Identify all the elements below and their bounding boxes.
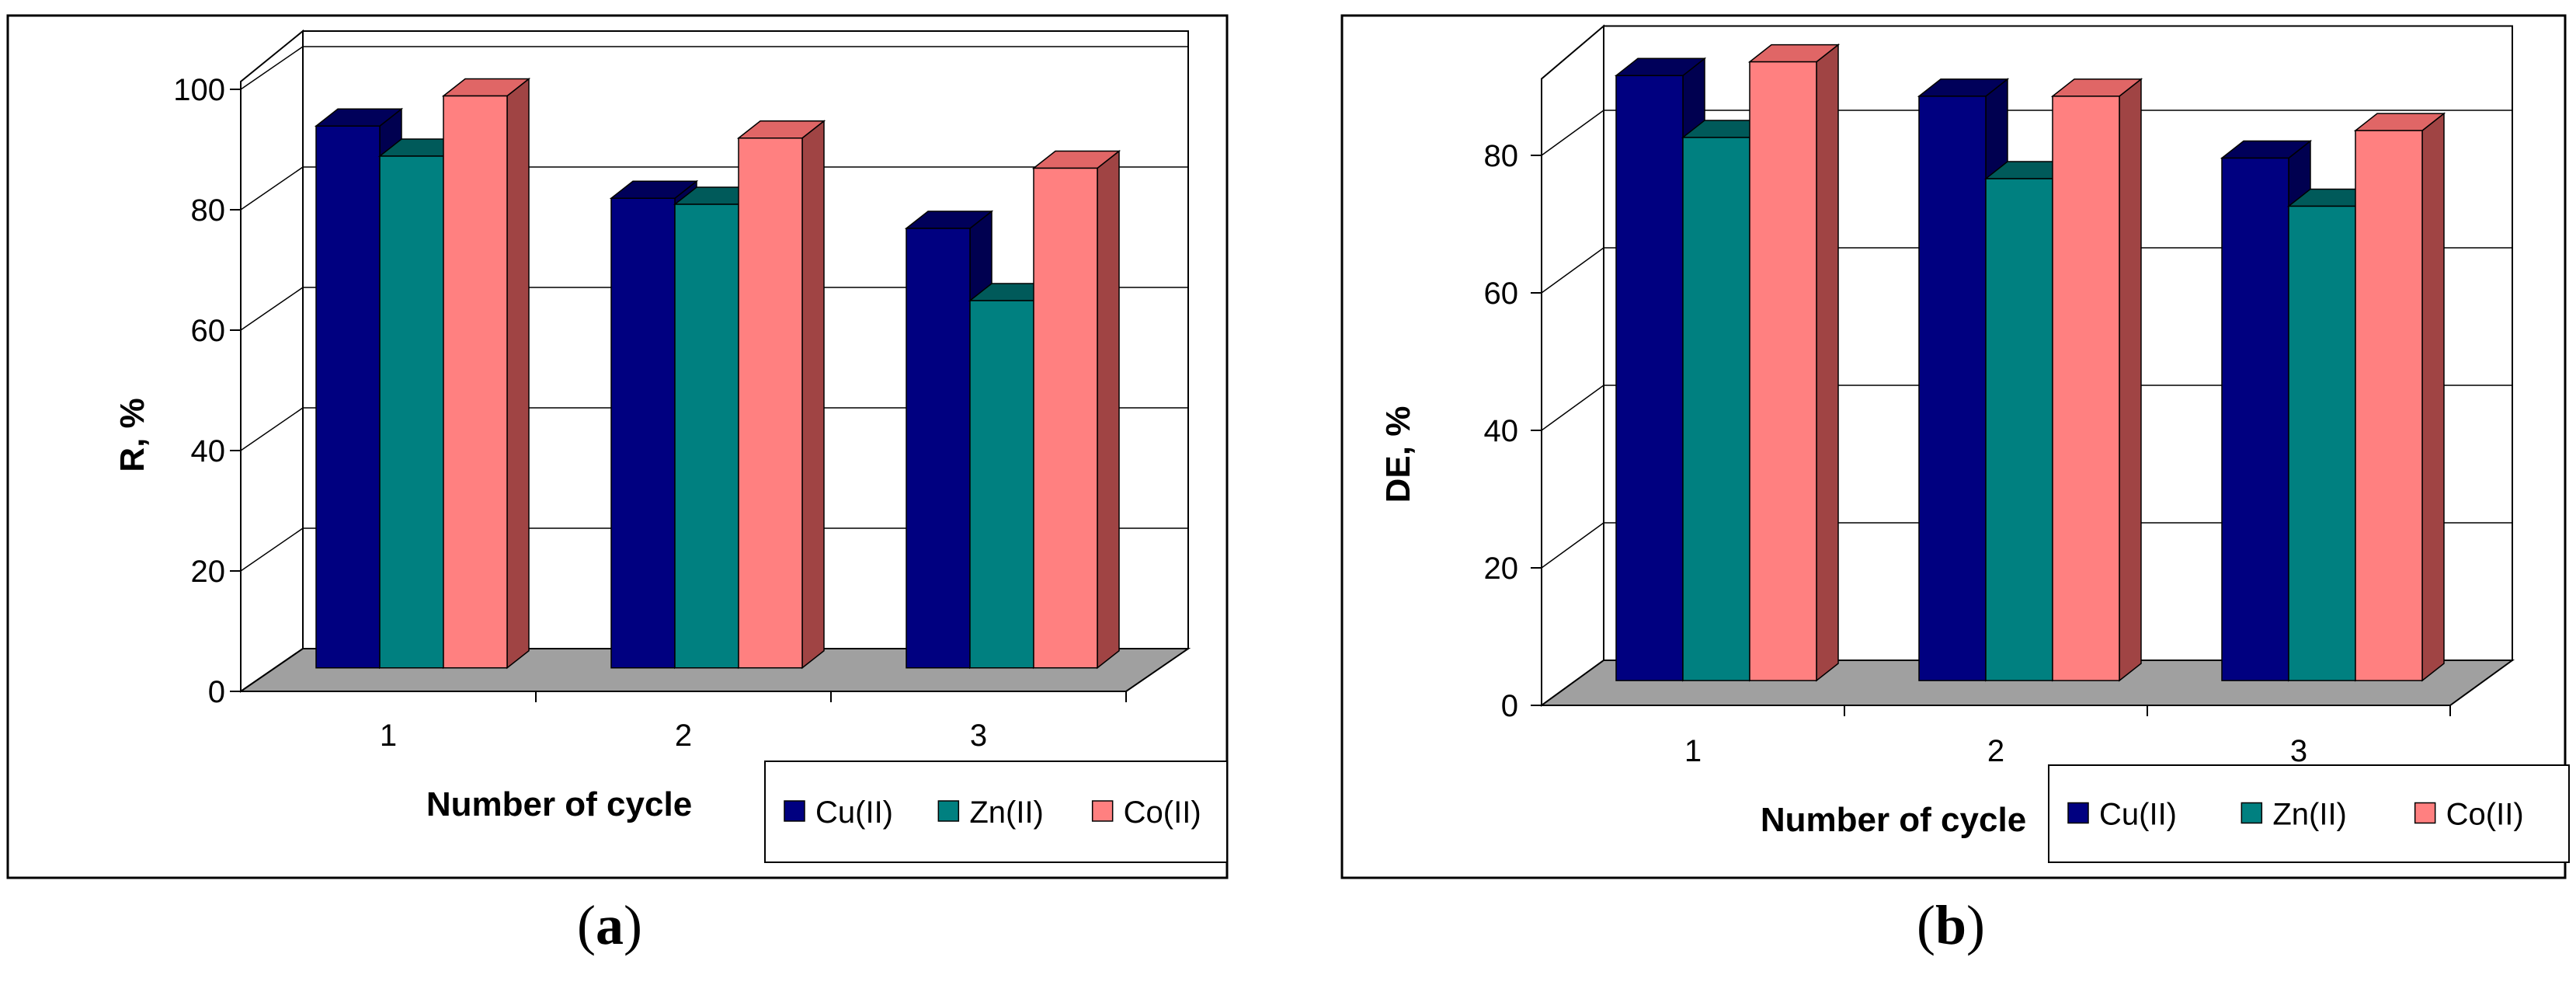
- chart-panel-b: 0 20 40 60 80 1 2 3 DE, % Number of cycle Cu(II) Zn…: [1340, 14, 2570, 879]
- bar-side-Co(II)-3: [2421, 112, 2445, 682]
- gridline: [240, 166, 304, 211]
- legend-label: Co(II): [2446, 798, 2524, 832]
- y-tick-label: 80: [191, 193, 226, 228]
- caption-open-paren: (: [577, 894, 596, 956]
- bar-side-Co(II)-3: [1097, 149, 1120, 670]
- legend-swatch: [2241, 802, 2263, 824]
- bar-Zn(II)-3: [2288, 205, 2356, 681]
- bar-Cu(II)-1: [1615, 75, 1684, 681]
- bar-side-Co(II)-2: [2119, 78, 2142, 682]
- bar-Cu(II)-2: [1918, 96, 1987, 681]
- y-tick-label: 20: [191, 555, 226, 589]
- gridline: [240, 46, 304, 90]
- x-tick-label: 3: [2290, 734, 2307, 768]
- bar-Co(II)-3: [2355, 130, 2423, 681]
- legend: Cu(II) Zn(II) Co(II): [764, 761, 1228, 863]
- panel-caption: (a): [577, 894, 642, 956]
- legend-swatch: [784, 800, 805, 822]
- legend-label: Co(II): [1124, 795, 1201, 830]
- legend-label: Cu(II): [815, 795, 893, 830]
- legend-swatch: [2414, 802, 2436, 824]
- legend: Cu(II) Zn(II) Co(II): [2048, 764, 2570, 863]
- x-axis-title: Number of cycle: [426, 785, 692, 823]
- legend-label: Zn(II): [2272, 798, 2347, 832]
- side-wall: [1541, 24, 1604, 707]
- y-tick-label: 0: [1501, 689, 1518, 723]
- bar-Co(II)-2: [738, 137, 803, 669]
- y-tick-label: 20: [1484, 552, 1519, 586]
- y-tick-label: 80: [1484, 139, 1519, 173]
- gridline: [240, 407, 304, 451]
- y-axis-title: R, %: [113, 398, 151, 472]
- bar-Zn(II)-2: [674, 204, 739, 669]
- bar-Cu(II)-2: [610, 197, 676, 669]
- legend-box: [764, 761, 1228, 863]
- caption-open-paren: (: [1917, 894, 1935, 956]
- bar-Zn(II)-1: [1682, 137, 1750, 681]
- legend-swatch: [1091, 800, 1114, 822]
- legend-box: [2048, 764, 2570, 863]
- y-tick-label: 40: [191, 434, 226, 468]
- gridline: [1541, 385, 1604, 431]
- x-tick-label: 3: [970, 719, 987, 753]
- caption-letter: b: [1935, 894, 1966, 956]
- bar-side-Co(II)-1: [506, 77, 530, 670]
- gridline: [1541, 247, 1604, 294]
- panel-caption: (b): [1917, 894, 1985, 956]
- y-tick-label: 0: [208, 675, 225, 709]
- legend-swatch: [2067, 802, 2089, 824]
- bar-Cu(II)-1: [315, 125, 381, 669]
- chart-panel-a: 0 20 40 60 80 100 1 2 3 R, % Number of cycle Cu(II)…: [6, 14, 1229, 879]
- y-tick-label: 40: [1484, 414, 1519, 448]
- bar-side-Co(II)-2: [801, 120, 825, 670]
- legend-swatch: [937, 800, 960, 822]
- bar-side-Co(II)-1: [1816, 44, 1839, 682]
- caption-close-paren: ): [624, 894, 642, 956]
- x-tick-label: 1: [380, 719, 397, 753]
- y-axis-title: DE, %: [1379, 406, 1417, 503]
- legend-label: Zn(II): [969, 795, 1044, 830]
- bar-Cu(II)-3: [906, 228, 971, 669]
- gridline: [240, 527, 304, 572]
- y-tick-label: 60: [191, 314, 226, 348]
- bar-Zn(II)-3: [969, 300, 1034, 669]
- caption-letter: a: [596, 894, 624, 956]
- y-tick-label: 100: [173, 73, 225, 107]
- side-wall: [240, 29, 304, 693]
- bar-Zn(II)-1: [379, 155, 444, 669]
- bar-Co(II)-3: [1033, 167, 1098, 669]
- gridline: [240, 287, 304, 331]
- gridline: [1541, 522, 1604, 569]
- gridline: [1541, 110, 1604, 156]
- x-axis-title: Number of cycle: [1761, 801, 2026, 839]
- y-tick-label: 60: [1484, 277, 1519, 311]
- bar-Zn(II)-2: [1985, 178, 2053, 681]
- x-tick-label: 2: [1987, 734, 2004, 768]
- x-tick-label: 1: [1684, 734, 1702, 768]
- bar-Co(II)-1: [443, 95, 508, 669]
- bar-Co(II)-2: [2052, 96, 2120, 681]
- caption-close-paren: ): [1966, 894, 1985, 956]
- x-tick-label: 2: [675, 719, 692, 753]
- legend-label: Cu(II): [2099, 798, 2177, 832]
- bar-Cu(II)-3: [2221, 157, 2289, 681]
- bar-Co(II)-1: [1749, 61, 1817, 681]
